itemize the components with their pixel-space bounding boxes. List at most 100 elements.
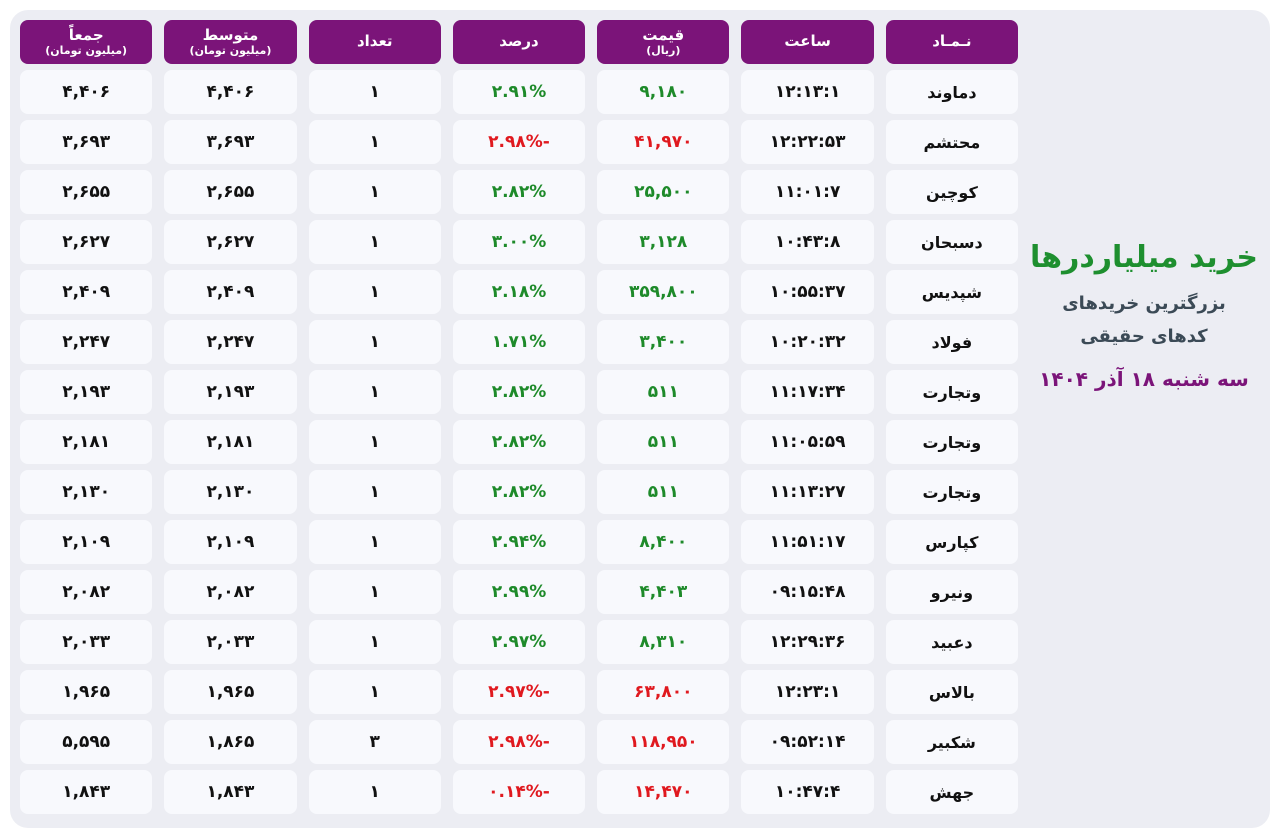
cell-percent: ۲.۱۸% xyxy=(452,270,586,314)
cell-total: ۵,۵۹۵ xyxy=(20,720,153,764)
cell-price: ۳,۴۰۰ xyxy=(597,320,730,364)
cell-symbol: محتشم xyxy=(885,120,1018,164)
cell-percent: -۲.۹۸% xyxy=(452,720,586,764)
cell-price: ۸,۴۰۰ xyxy=(597,520,730,564)
cell-time: ۱۱:۰۱:۷ xyxy=(741,170,874,214)
cell-price: ۶۳,۸۰۰ xyxy=(597,670,730,714)
cell-time: ۱۰:۴۷:۴ xyxy=(741,770,874,814)
table-row: وتجارت ۱۱:۰۵:۵۹ ۵۱۱ ۲.۸۲% ۱ ۲,۱۸۱ ۲,۱۸۱ xyxy=(20,420,1018,464)
cell-percent: ۲.۸۲% xyxy=(452,420,586,464)
table-row: کپارس ۱۱:۵۱:۱۷ ۸,۴۰۰ ۲.۹۴% ۱ ۲,۱۰۹ ۲,۱۰۹ xyxy=(20,520,1018,564)
cell-symbol: کوچین xyxy=(885,170,1018,214)
header-price-unit: (ریال) xyxy=(646,43,681,57)
cell-average: ۲,۱۰۹ xyxy=(164,520,297,564)
table-row: کوچین ۱۱:۰۱:۷ ۲۵,۵۰۰ ۲.۸۲% ۱ ۲,۶۵۵ ۲,۶۵۵ xyxy=(20,170,1018,214)
table-row: شپدیس ۱۰:۵۵:۳۷ ۳۵۹,۸۰۰ ۲.۱۸% ۱ ۲,۴۰۹ ۲,۴۰۹ xyxy=(20,270,1018,314)
cell-price: ۳,۱۲۸ xyxy=(597,220,730,264)
cell-symbol: وتجارت xyxy=(885,470,1018,514)
cell-price: ۸,۳۱۰ xyxy=(597,620,730,664)
table-row: فولاد ۱۰:۲۰:۳۲ ۳,۴۰۰ ۱.۷۱% ۱ ۲,۲۴۷ ۲,۲۴۷ xyxy=(20,320,1018,364)
cell-total: ۳,۶۹۳ xyxy=(20,120,153,164)
cell-percent: ۱.۷۱% xyxy=(452,320,586,364)
cell-total: ۲,۱۹۳ xyxy=(20,370,153,414)
cell-percent: ۲.۹۷% xyxy=(452,620,586,664)
cell-symbol: دعبید xyxy=(885,620,1018,664)
cell-symbol: وتجارت xyxy=(885,370,1018,414)
cell-average: ۱,۹۶۵ xyxy=(164,670,297,714)
cell-percent: ۲.۸۲% xyxy=(452,370,586,414)
cell-total: ۲,۰۸۲ xyxy=(20,570,153,614)
cell-average: ۳,۶۹۳ xyxy=(164,120,297,164)
header-count-label: تعداد xyxy=(356,32,393,51)
cell-count: ۱ xyxy=(308,570,441,614)
cell-average: ۲,۱۳۰ xyxy=(164,470,297,514)
table-header: نـمـاد ساعت قیمت (ریال) درصد تعداد متوسط… xyxy=(20,20,1018,64)
cell-average: ۲,۰۳۳ xyxy=(164,620,297,664)
cell-symbol: جهش xyxy=(885,770,1018,814)
table-row: شکبیر ۰۹:۵۲:۱۴ ۱۱۸,۹۵۰ -۲.۹۸% ۳ ۱,۸۶۵ ۵,۵۹۵ xyxy=(20,720,1018,764)
cell-total: ۱,۸۴۳ xyxy=(20,770,153,814)
header-percent: درصد xyxy=(452,20,586,64)
cell-price: ۲۵,۵۰۰ xyxy=(597,170,730,214)
cell-percent: ۲.۹۱% xyxy=(452,70,586,114)
cell-average: ۲,۴۰۹ xyxy=(164,270,297,314)
cell-symbol: دماوند xyxy=(885,70,1018,114)
cell-average: ۲,۱۸۱ xyxy=(164,420,297,464)
cell-count: ۱ xyxy=(308,320,441,364)
cell-time: ۰۹:۱۵:۴۸ xyxy=(741,570,874,614)
cell-time: ۱۱:۵۱:۱۷ xyxy=(741,520,874,564)
cell-count: ۱ xyxy=(308,170,441,214)
cell-total: ۲,۰۳۳ xyxy=(20,620,153,664)
header-symbol-label: نـمـاد xyxy=(932,32,972,51)
table-body: دماوند ۱۲:۱۳:۱ ۹,۱۸۰ ۲.۹۱% ۱ ۴,۴۰۶ ۴,۴۰۶ محتشم ۱… xyxy=(20,70,1018,814)
table-row: وتجارت ۱۱:۱۳:۲۷ ۵۱۱ ۲.۸۲% ۱ ۲,۱۳۰ ۲,۱۳۰ xyxy=(20,470,1018,514)
cell-total: ۲,۴۰۹ xyxy=(20,270,153,314)
cell-total: ۲,۶۵۵ xyxy=(20,170,153,214)
cell-symbol: شکبیر xyxy=(885,720,1018,764)
cell-percent: -۰.۱۴% xyxy=(452,770,586,814)
cell-symbol: فولاد xyxy=(885,320,1018,364)
table-row: جهش ۱۰:۴۷:۴ ۱۴,۴۷۰ -۰.۱۴% ۱ ۱,۸۴۳ ۱,۸۴۳ xyxy=(20,770,1018,814)
subtitle-line-1: بزرگترین خریدهای xyxy=(1062,293,1226,314)
cell-time: ۱۰:۵۵:۳۷ xyxy=(741,270,874,314)
cell-average: ۱,۸۴۳ xyxy=(164,770,297,814)
cell-price: ۹,۱۸۰ xyxy=(597,70,730,114)
cell-count: ۱ xyxy=(308,520,441,564)
cell-symbol: ونیرو xyxy=(885,570,1018,614)
cell-symbol: وتجارت xyxy=(885,420,1018,464)
cell-count: ۳ xyxy=(308,720,441,764)
side-panel: خرید میلیاردرها بزرگترین خریدهای کدهای ح… xyxy=(1024,240,1264,391)
header-average-label: متوسط xyxy=(202,25,259,44)
cell-average: ۲,۲۴۷ xyxy=(164,320,297,364)
cell-percent: -۲.۹۷% xyxy=(452,670,586,714)
table-row: وتجارت ۱۱:۱۷:۳۴ ۵۱۱ ۲.۸۲% ۱ ۲,۱۹۳ ۲,۱۹۳ xyxy=(20,370,1018,414)
table-row: محتشم ۱۲:۲۲:۵۳ ۴۱,۹۷۰ -۲.۹۸% ۱ ۳,۶۹۳ ۳,۶۹۳ xyxy=(20,120,1018,164)
cell-price: ۵۱۱ xyxy=(597,420,730,464)
cell-count: ۱ xyxy=(308,670,441,714)
cell-average: ۱,۸۶۵ xyxy=(164,720,297,764)
cell-price: ۴۱,۹۷۰ xyxy=(597,120,730,164)
header-percent-label: درصد xyxy=(499,32,539,51)
header-count: تعداد xyxy=(308,20,441,64)
header-time: ساعت xyxy=(741,20,874,64)
cell-symbol: دسبحان xyxy=(885,220,1018,264)
cell-time: ۱۰:۴۳:۸ xyxy=(741,220,874,264)
cell-price: ۱۴,۴۷۰ xyxy=(597,770,730,814)
cell-time: ۱۰:۲۰:۳۲ xyxy=(741,320,874,364)
cell-total: ۲,۱۰۹ xyxy=(20,520,153,564)
header-price: قیمت (ریال) xyxy=(597,20,730,64)
cell-price: ۳۵۹,۸۰۰ xyxy=(597,270,730,314)
cell-count: ۱ xyxy=(308,620,441,664)
cell-count: ۱ xyxy=(308,220,441,264)
cell-symbol: بالاس xyxy=(885,670,1018,714)
cell-total: ۲,۱۳۰ xyxy=(20,470,153,514)
cell-percent: ۲.۹۹% xyxy=(452,570,586,614)
cell-count: ۱ xyxy=(308,420,441,464)
cell-time: ۱۲:۲۹:۳۶ xyxy=(741,620,874,664)
cell-count: ۱ xyxy=(308,70,441,114)
cell-symbol: کپارس xyxy=(885,520,1018,564)
cell-average: ۲,۶۵۵ xyxy=(164,170,297,214)
cell-average: ۴,۴۰۶ xyxy=(164,70,297,114)
cell-total: ۲,۱۸۱ xyxy=(20,420,153,464)
cell-price: ۵۱۱ xyxy=(597,370,730,414)
